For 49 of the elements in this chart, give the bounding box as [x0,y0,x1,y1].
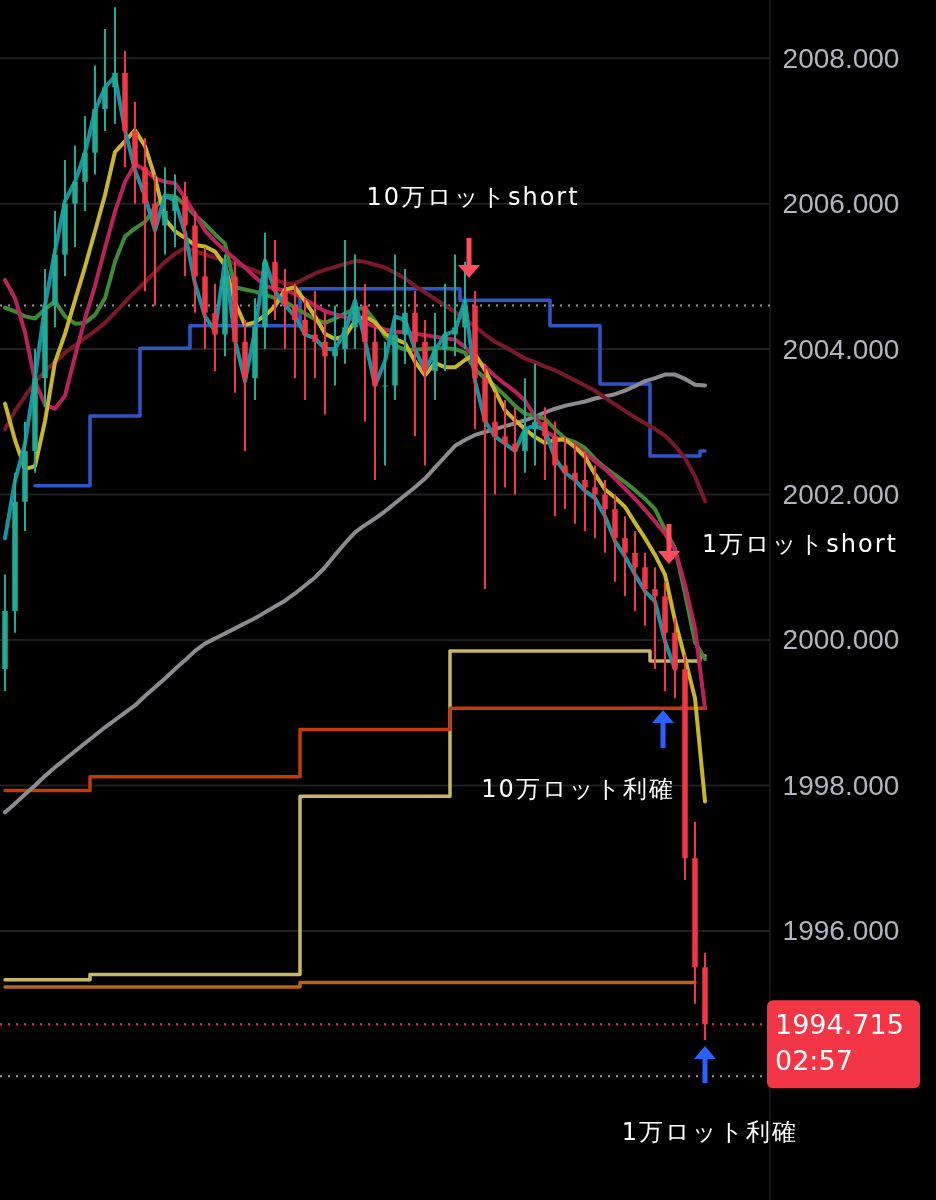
candlestick [292,282,298,380]
y-tick-label: 2002.000 [782,479,900,511]
candlestick [402,268,408,365]
candlestick [532,362,538,467]
annotation: 1万ロット利確 [621,1118,799,1146]
candlestick [452,253,458,358]
candlestick [152,173,158,307]
candlestick [512,406,518,496]
annotation: 1万ロットshort [702,530,898,558]
candlestick [162,166,168,256]
text: 02:57 [775,1045,853,1076]
candlestick [302,297,308,401]
candlestick [352,253,358,351]
candlestick [312,289,318,380]
candlestick [212,282,218,372]
candlestick [652,566,658,671]
candlestick [642,551,648,627]
candlestick [462,260,468,351]
candlestick [332,304,338,387]
candlestick [282,268,288,351]
candlestick [112,6,118,125]
candlestick [322,311,328,416]
candlestick [492,391,498,496]
candlestick [522,377,528,474]
candlestick [622,515,628,598]
candlestick [632,529,638,612]
y-tick-label: 2008.000 [782,42,900,74]
candlestick [172,173,178,249]
candlestick [542,406,548,481]
ref-line-label: 1994.715 [775,1009,904,1041]
candlestick [572,442,578,525]
y-tick-label: 1998.000 [782,769,900,801]
candlestick [102,28,108,132]
candlestick [582,449,588,532]
candlestick [562,435,568,511]
candlestick [382,340,388,467]
candlestick [592,464,598,540]
candlestick [502,399,508,489]
y-tick-label: 2004.000 [782,333,900,365]
y-tick-label: 2000.000 [782,624,900,656]
candlestick [442,282,448,372]
candlestick [432,311,438,401]
annotation: 10万ロットshort [366,183,580,211]
candlestick [72,144,78,249]
candlestick [602,479,608,554]
y-tick-label: 1996.000 [782,915,900,947]
annotation: 10万ロット利確 [481,775,675,803]
candlestick [342,239,348,365]
y-tick-label: 2006.000 [782,188,900,220]
